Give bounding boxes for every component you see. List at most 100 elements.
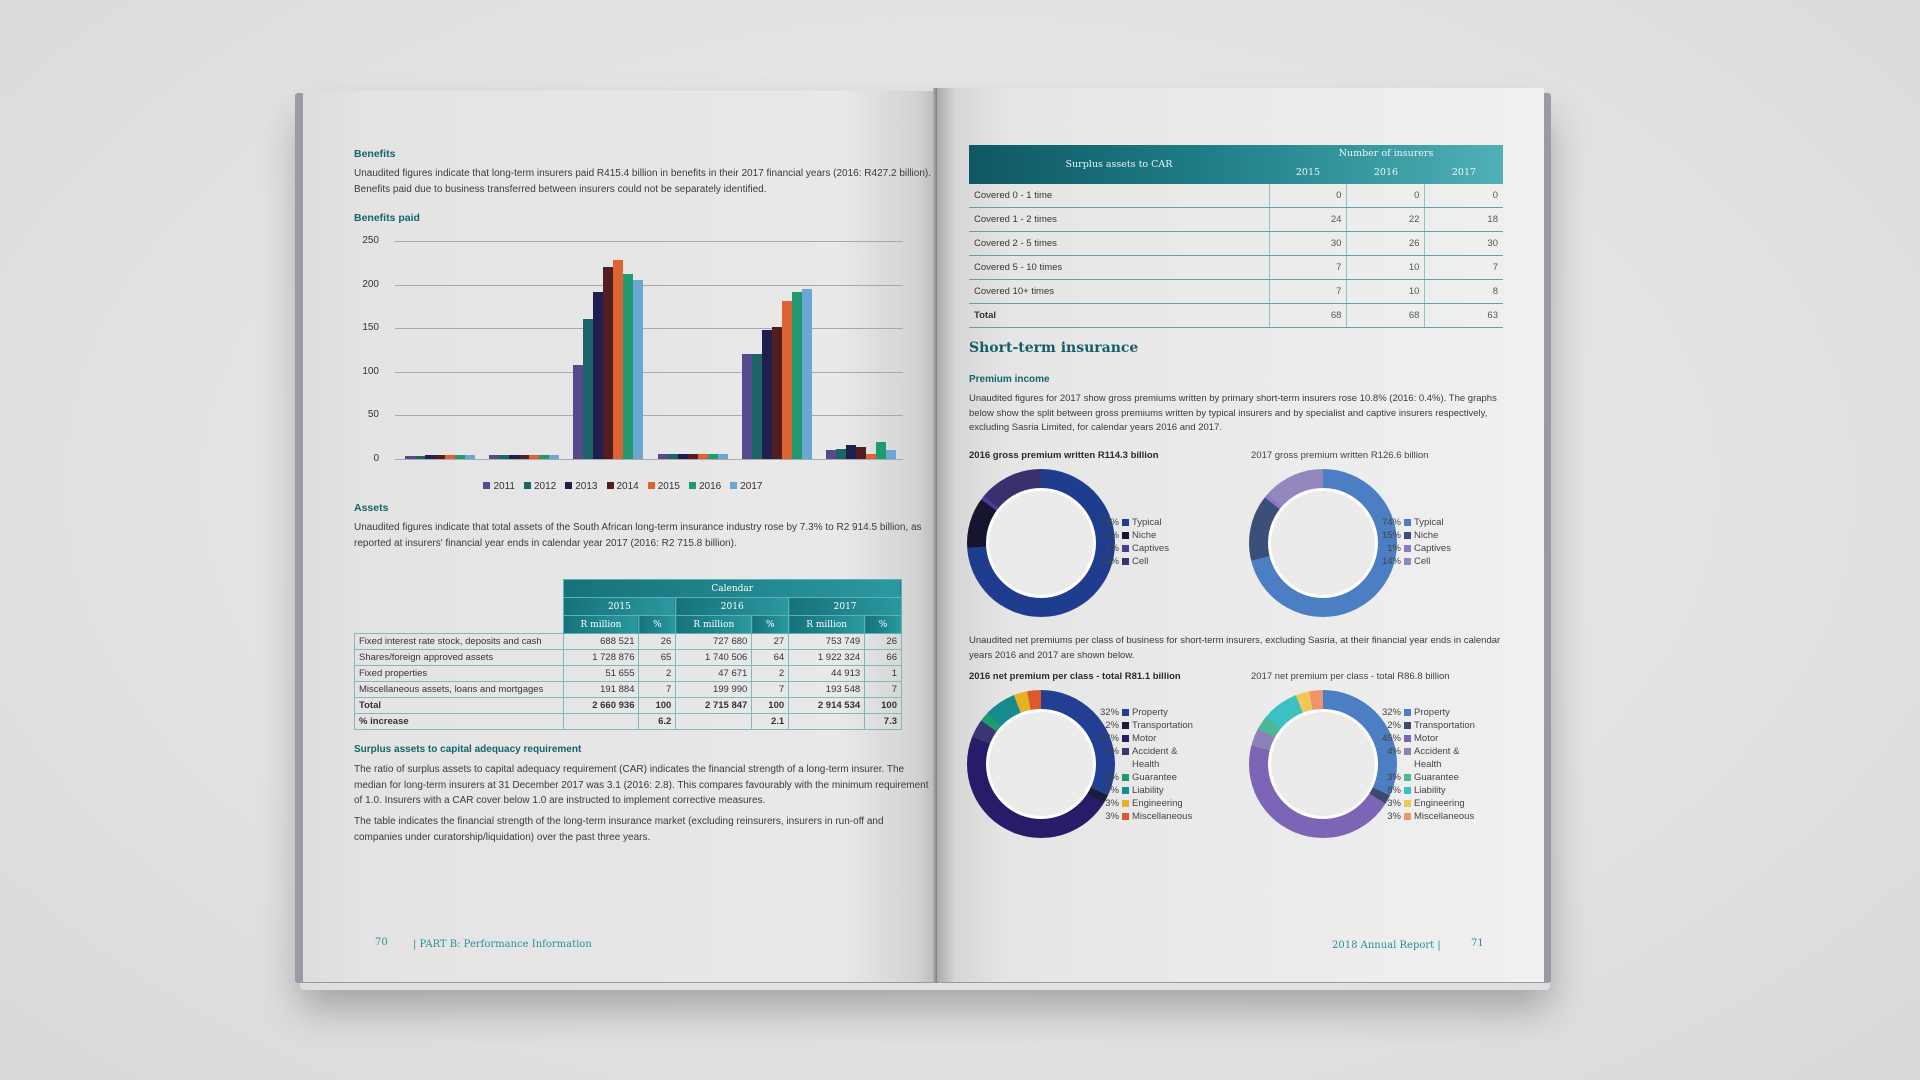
legend-item: 15% Niche [1375, 529, 1451, 542]
assets-table-row: Total 2 660 936 100 2 715 847 100 2 914 534 10… [354, 697, 902, 714]
row-label: Shares/foreign approved assets [354, 649, 564, 666]
legend-percent: 74% [1381, 517, 1401, 528]
legend-percent: 1% [1105, 543, 1119, 554]
bar [677, 453, 688, 459]
legend-label: 2015 [657, 481, 680, 492]
bar [741, 354, 752, 459]
legend-label: Motor [1132, 733, 1157, 744]
legend-label: Captives [1414, 543, 1451, 554]
assets-text-line: Unaudited figures indicate that total as… [354, 522, 922, 533]
cell-value: 727 680 [675, 633, 753, 650]
calendar-header: Calendar [562, 579, 902, 598]
car-header-label: Surplus assets to CAR [1065, 159, 1173, 170]
legend-swatch-icon [1122, 532, 1129, 539]
legend-swatch-icon [647, 482, 655, 489]
cell-value: 2 715 847 [675, 697, 753, 714]
bar [583, 319, 594, 459]
legend-percent: 15% [1381, 530, 1401, 541]
bar [801, 288, 812, 459]
cell-value: 7 [638, 681, 677, 698]
cell-value: 26 [1346, 231, 1425, 256]
legend-label: Accident & Health [1414, 746, 1460, 770]
cell-value: 1 728 876 [562, 649, 640, 666]
premium-text-line: Unaudited figures for 2017 show gross pr… [969, 393, 1497, 404]
bar-group [489, 454, 560, 459]
y-tick-label: 50 [367, 409, 379, 421]
cell-value [675, 713, 753, 730]
cell-value: 26 [638, 633, 677, 650]
row-label: Total [969, 303, 1269, 328]
section-label: | PART B: Performance Information [413, 939, 592, 950]
legend-label: 2017 [740, 481, 763, 492]
cell-value: 1 740 506 [675, 649, 753, 666]
legend-item: 74% Typical [1375, 516, 1451, 529]
legend-item: 32% Property [1093, 706, 1193, 719]
legend-item: 3% Miscellaneous [1093, 810, 1193, 823]
bar [717, 453, 728, 459]
legend-label: Captives [1132, 543, 1169, 554]
bar [687, 453, 698, 459]
legend-label: Miscellaneous [1414, 811, 1475, 822]
legend-swatch-icon [1122, 558, 1129, 565]
cell-value: 2 914 534 [788, 697, 866, 714]
legend-item: 3% Guarantee [1375, 771, 1475, 784]
bar [465, 454, 476, 459]
legend-swatch-icon [1404, 813, 1411, 820]
car-table-row: Covered 1 - 2 times 24 22 18 [969, 207, 1503, 232]
legend-swatch-icon [1404, 787, 1411, 794]
year-header: 2017 [1451, 167, 1477, 178]
legend-swatch-icon [689, 482, 696, 489]
row-label: Fixed properties [354, 665, 564, 682]
year-header: 2015 [562, 597, 677, 616]
donut-hole [1271, 712, 1375, 816]
gridline [395, 284, 903, 286]
bar [593, 292, 604, 459]
cell-value [788, 713, 866, 730]
car-table: Surplus assets to CAR Number of insurers… [969, 145, 1503, 328]
legend-item: 7% Liability [1093, 784, 1193, 797]
legend-swatch-icon [1404, 545, 1411, 552]
row-label: Covered 0 - 1 time [969, 184, 1269, 208]
surplus-paragraph-1: The ratio of surplus assets to capital a… [354, 762, 929, 809]
legend-item: 3% Miscellaneous [1375, 810, 1475, 823]
row-label: Fixed interest rate stock, deposits and … [354, 633, 564, 650]
car-table-row: Covered 2 - 5 times 30 26 30 [969, 231, 1503, 256]
legend-item: 45% Motor [1375, 732, 1475, 745]
cell-value: 2.1 [751, 713, 790, 730]
bar [845, 445, 856, 459]
blank-cell [355, 580, 564, 598]
legend-label: Guarantee [1414, 772, 1459, 783]
legend-swatch-icon [1404, 800, 1411, 807]
cell-value: 7 [1268, 255, 1347, 280]
legend-percent: 3% [1105, 798, 1119, 809]
bar [509, 454, 520, 459]
cell-value: 0 [1268, 184, 1347, 208]
legend-swatch-icon [1122, 709, 1129, 716]
legend-percent: 32% [1381, 707, 1401, 718]
gridline [395, 328, 903, 330]
legend-percent: 3% [1387, 811, 1401, 822]
legend-swatch-icon [1122, 774, 1129, 781]
bar [667, 453, 678, 459]
legend-percent: 14% [1381, 556, 1401, 567]
cell-value: 100 [638, 697, 677, 714]
legend-percent: 14% [1099, 556, 1119, 567]
row-label: Covered 1 - 2 times [969, 207, 1269, 232]
legend-swatch-icon [1404, 519, 1411, 526]
row-label: Total [354, 697, 564, 714]
legend-swatch-icon [1122, 813, 1129, 820]
row-label: % increase [354, 713, 564, 730]
legend-item: 32% Property [1375, 706, 1475, 719]
bar-group [405, 454, 476, 459]
legend-item: 74% Typical [1093, 516, 1169, 529]
year-header: 2016 [1373, 167, 1399, 178]
donut-hole [1271, 491, 1375, 595]
surplus-paragraph-2: The table indicates the financial streng… [354, 814, 884, 845]
cell-value: 2 [638, 665, 677, 682]
gridline [395, 371, 903, 373]
cell-value: 0 [1346, 184, 1425, 208]
bar [445, 454, 456, 459]
net-premium-2016-legend: 32% Property 2% Transportation 47% Motor 4% Acc… [1093, 706, 1193, 823]
bar [633, 280, 644, 459]
bar [697, 453, 708, 459]
